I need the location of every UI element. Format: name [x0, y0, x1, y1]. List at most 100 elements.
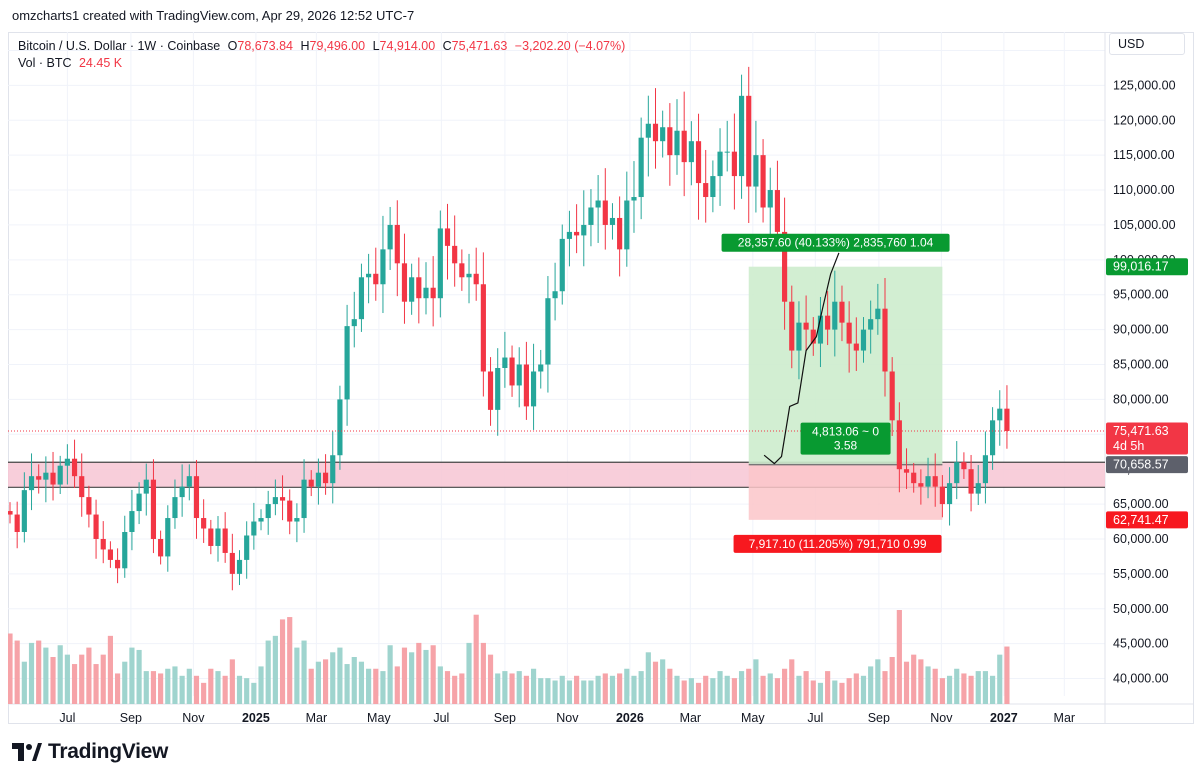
volume-bar: [294, 647, 300, 704]
time-tick-label: Nov: [556, 711, 579, 724]
volume-bar: [631, 675, 637, 704]
candle-body: [581, 224, 587, 236]
time-tick-label: 2025: [242, 711, 270, 724]
volume-bar: [287, 617, 293, 704]
candle-body: [480, 284, 486, 372]
candle-body: [401, 263, 408, 302]
candle-body: [638, 137, 644, 198]
candle-body: [538, 364, 544, 372]
volume-bar: [839, 682, 845, 704]
open-key: O: [227, 39, 238, 53]
volume-bar: [201, 682, 207, 704]
axis-price-label-bg: [1106, 511, 1188, 529]
price-tick-label: 95,000.00: [1113, 288, 1169, 302]
chart-legend: Bitcoin / U.S. Dollar · 1W · Coinbase O7…: [18, 38, 625, 72]
time-axis: Jul Sep Nov 2025 Mar May Jul Sep Nov 2026 Mar May Ju…: [59, 711, 1075, 724]
volume-bar: [57, 645, 63, 704]
volume-bar: [853, 673, 859, 704]
volume-bar: [308, 668, 314, 704]
candle-body: [287, 500, 293, 522]
candle-body: [695, 141, 702, 184]
volume-bar: [373, 668, 379, 704]
currency-selector[interactable]: USD: [1109, 33, 1185, 55]
volume-bar: [344, 664, 350, 704]
candle-body: [258, 518, 264, 522]
tradingview-logo[interactable]: TradingView: [12, 740, 168, 764]
symbol-title[interactable]: Bitcoin / U.S. Dollar · 1W · Coinbase: [18, 39, 221, 53]
candle-body: [28, 476, 35, 491]
candle-body: [624, 200, 630, 250]
candle-body: [652, 123, 659, 142]
time-tick-label: 2027: [990, 711, 1018, 724]
axis-price-label-text: 70,658.57: [1113, 458, 1169, 472]
volume-bar: [265, 640, 271, 704]
volume-bar: [731, 678, 737, 704]
candle-body: [810, 329, 816, 344]
volume-bar: [954, 668, 960, 704]
candle-body: [853, 343, 859, 351]
volume-bar: [530, 668, 537, 704]
volume-bar: [710, 678, 716, 704]
volume-bar: [875, 659, 881, 704]
volume-bar: [430, 645, 436, 704]
tradingview-logo-icon: [12, 743, 42, 761]
candle-body: [803, 322, 809, 330]
candle-body: [272, 497, 278, 505]
axis-price-label-text: 62,741.47: [1113, 513, 1169, 527]
candle-body: [882, 308, 888, 372]
volume-bar: [459, 673, 465, 704]
candle-body: [1004, 408, 1010, 432]
volume-bar: [825, 671, 831, 704]
volume-bar: [50, 657, 56, 704]
axis-price-label-bg: [1106, 456, 1188, 474]
volume-bar: [409, 652, 415, 704]
open-value: 78,673.84: [237, 39, 293, 53]
volume-bar: [272, 635, 278, 704]
volume-bar: [1004, 646, 1010, 704]
loss-label-text: 7,917.10 (11.205%) 791,710 0.99: [749, 537, 927, 551]
volume-bar: [115, 673, 121, 704]
candle-body: [107, 549, 113, 560]
center-label-bg: [800, 422, 891, 455]
candle-body: [954, 462, 960, 484]
axis-price-label-sub: 4d 5h: [1113, 439, 1144, 453]
volume-bar: [617, 673, 623, 704]
volume-bar: [624, 668, 630, 704]
candle-body: [416, 277, 422, 299]
candle-body: [129, 511, 135, 532]
projection-path: [763, 252, 840, 465]
time-tick-label: Sep: [120, 711, 142, 724]
volume-label[interactable]: Vol · BTC: [18, 56, 72, 70]
candle-body: [918, 483, 924, 487]
time-tick-label: Mar: [680, 711, 702, 724]
volume-bar: [638, 671, 644, 704]
candle-body: [552, 291, 558, 299]
volume-bar: [523, 675, 529, 704]
volume-bar: [236, 675, 243, 704]
candle-body: [617, 217, 623, 250]
price-tick-label: 55,000.00: [1113, 567, 1169, 581]
volume-bar: [846, 678, 852, 704]
volume-bar: [43, 647, 49, 704]
candle-body: [158, 538, 164, 557]
volume-bars: [8, 610, 1010, 704]
candle-body: [731, 151, 737, 177]
candle-body: [394, 224, 400, 264]
candle-body: [595, 200, 601, 208]
candle-body: [502, 357, 508, 368]
candle-body: [760, 155, 766, 208]
volume-bar: [36, 640, 42, 704]
candle-body: [911, 472, 917, 484]
candle-body: [688, 141, 694, 163]
candle-body: [93, 514, 99, 539]
volume-bar: [681, 680, 687, 704]
candle-body: [172, 497, 178, 519]
volume-bar: [717, 671, 723, 704]
chart-canvas[interactable]: 28,357.60 (40.133%) 2,835,760 1.04 7,917.…: [8, 32, 1194, 724]
axis-price-label-text: 99,016.17: [1113, 260, 1169, 274]
price-tick-label: 115,000.00: [1113, 148, 1175, 162]
volume-bar: [882, 671, 888, 704]
loss-zone: [748, 464, 943, 520]
volume-bar: [444, 671, 451, 704]
volume-bar: [452, 675, 458, 704]
